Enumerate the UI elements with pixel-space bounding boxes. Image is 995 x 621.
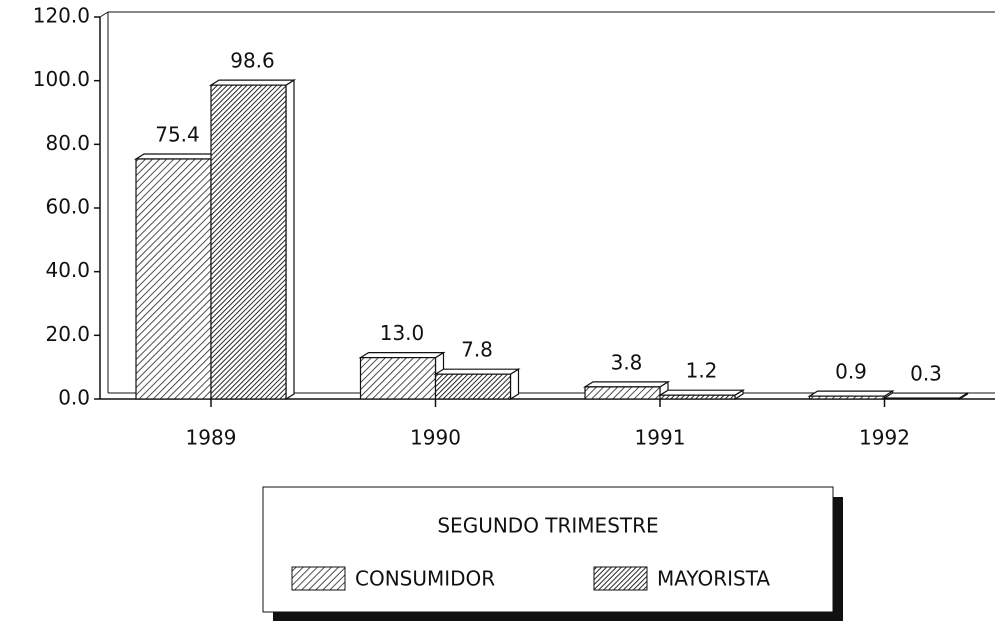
legend-swatch: [291, 566, 346, 591]
legend-label: MAYORISTA: [657, 567, 770, 591]
legend-label: CONSUMIDOR: [355, 567, 495, 591]
data-label: 13.0: [380, 321, 425, 345]
bar: [659, 394, 736, 400]
y-tick-label: 80.0: [45, 131, 90, 155]
bar-side: [285, 79, 295, 401]
bar: [210, 84, 287, 400]
y-tick-label: 100.0: [33, 67, 90, 91]
bar-top: [582, 381, 671, 388]
legend-title: SEGUNDO TRIMESTRE: [437, 514, 658, 538]
y-tick-label: 20.0: [45, 322, 90, 346]
bar: [883, 397, 961, 400]
bar-top: [358, 352, 446, 359]
x-tick-label: 1991: [635, 426, 686, 450]
x-tick-label: 1990: [410, 426, 461, 450]
data-label: 98.6: [230, 49, 275, 73]
bar-top: [807, 390, 895, 397]
bar: [434, 373, 512, 400]
bar-top: [657, 389, 746, 396]
bar-top: [433, 368, 521, 375]
bar-top: [208, 79, 297, 86]
bar: [135, 158, 212, 400]
y-tick-label: 120.0: [33, 4, 90, 28]
bar: [359, 357, 437, 400]
x-tick-label: 1992: [859, 426, 910, 450]
y-tick-label: 40.0: [45, 258, 90, 282]
frame-edge: [99, 11, 109, 18]
bar: [584, 386, 661, 400]
bar-top: [882, 392, 970, 399]
bar: [808, 395, 886, 400]
data-label: 75.4: [155, 122, 200, 146]
legend: [262, 486, 834, 613]
bar-top: [133, 153, 222, 160]
data-label: 7.8: [461, 338, 493, 362]
x-tick-label: 1989: [186, 426, 237, 450]
y-tick-label: 60.0: [45, 195, 90, 219]
data-label: 0.3: [910, 362, 942, 386]
data-label: 3.8: [611, 350, 643, 374]
data-label: 1.2: [686, 359, 718, 383]
data-label: 0.9: [835, 360, 867, 384]
y-tick-label: 0.0: [58, 386, 90, 410]
legend-swatch: [593, 566, 648, 591]
